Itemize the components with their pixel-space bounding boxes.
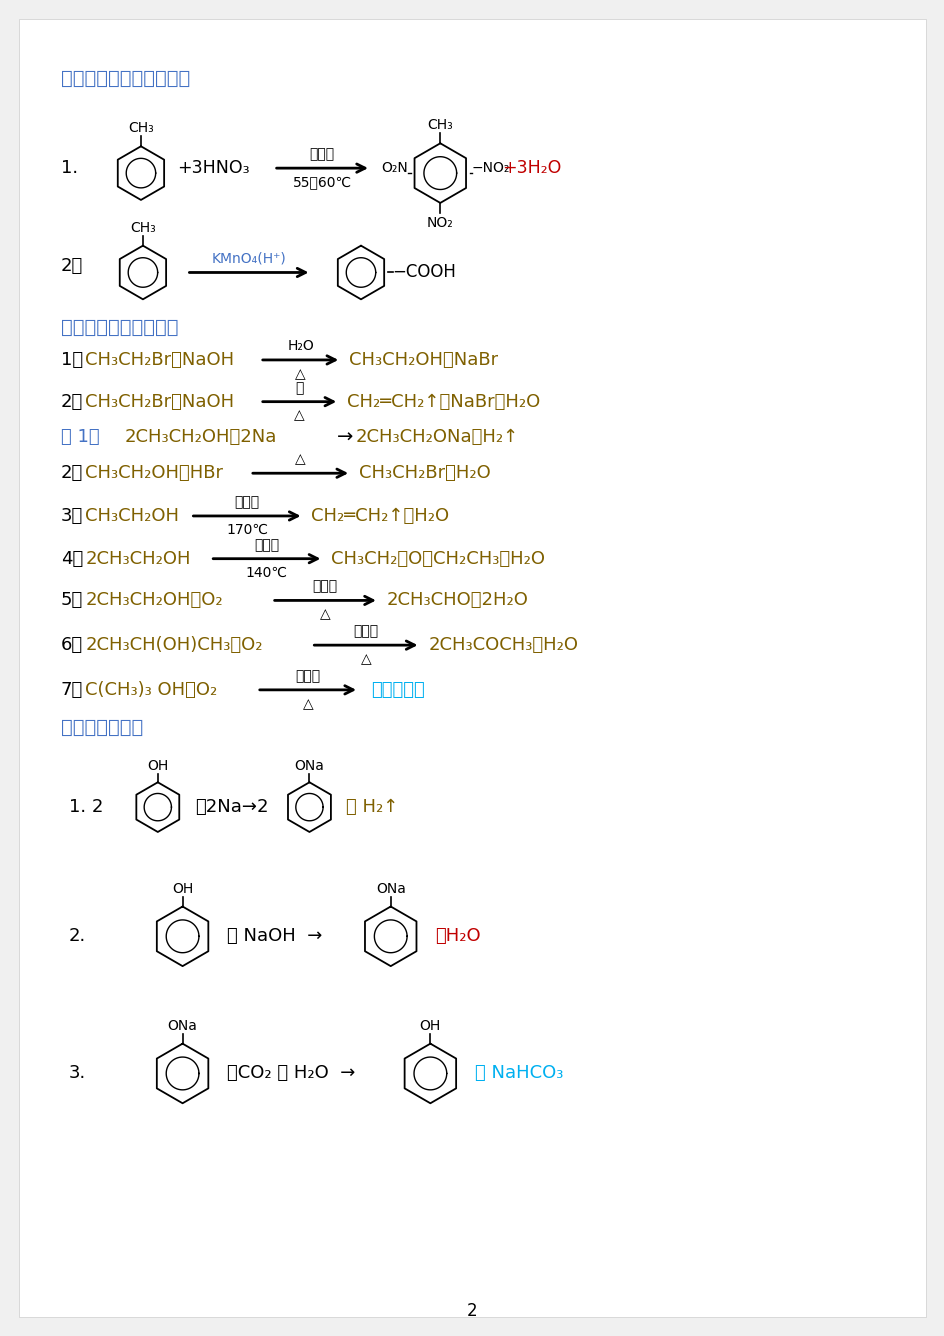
Text: 浓硫酸: 浓硫酸: [310, 147, 334, 162]
Text: 55～60℃: 55～60℃: [293, 175, 351, 190]
Text: CH₃: CH₃: [130, 220, 156, 235]
Text: ＋H₂O: ＋H₂O: [435, 927, 480, 946]
Text: 2CH₃CH(OH)CH₃＋O₂: 2CH₃CH(OH)CH₃＋O₂: [85, 636, 262, 655]
Text: CH₃CH₂OH＋HBr: CH₃CH₂OH＋HBr: [85, 464, 223, 482]
Text: 很难被氧化: 很难被氧化: [370, 681, 424, 699]
Text: OH: OH: [147, 759, 168, 774]
Text: CH₃: CH₃: [427, 119, 453, 132]
Text: ONa: ONa: [376, 882, 405, 895]
Text: 1.: 1.: [60, 159, 77, 178]
Text: CH₃CH₂Br＋NaOH: CH₃CH₂Br＋NaOH: [85, 351, 234, 369]
Text: ＋ H₂↑: ＋ H₂↑: [346, 798, 398, 816]
Text: 卤代烃（溴乙烷为例）: 卤代烃（溴乙烷为例）: [60, 318, 178, 337]
Text: 2CH₃CH₂OH＋2Na: 2CH₃CH₂OH＋2Na: [125, 429, 278, 446]
Text: △: △: [361, 652, 371, 667]
Text: 苯的同系物（甲苯为例）: 苯的同系物（甲苯为例）: [60, 69, 190, 88]
Text: CH₃CH₂OH＋NaBr: CH₃CH₂OH＋NaBr: [348, 351, 497, 369]
Text: ＋CO₂ ＋ H₂O  →: ＋CO₂ ＋ H₂O →: [227, 1065, 355, 1082]
Text: O₂N: O₂N: [380, 162, 407, 175]
Text: 催化剂: 催化剂: [295, 669, 320, 683]
Text: 2.: 2.: [69, 927, 86, 946]
Text: CH₃CH₂OH: CH₃CH₂OH: [85, 506, 179, 525]
Text: 1．: 1．: [60, 351, 83, 369]
Text: 2: 2: [466, 1303, 477, 1320]
Text: 4．: 4．: [60, 549, 83, 568]
Text: ＋ NaHCO₃: ＋ NaHCO₃: [475, 1065, 563, 1082]
Text: CH₃: CH₃: [128, 122, 154, 135]
Text: △: △: [294, 409, 305, 422]
Text: 2CH₃CHO＋2H₂O: 2CH₃CHO＋2H₂O: [386, 592, 528, 609]
Text: 1. 2: 1. 2: [69, 798, 103, 816]
Text: 浓硫酸: 浓硫酸: [254, 537, 279, 552]
Text: 2．: 2．: [60, 393, 83, 410]
Text: 2CH₃COCH₃＋H₂O: 2CH₃COCH₃＋H₂O: [428, 636, 578, 655]
Text: 140℃: 140℃: [245, 565, 288, 580]
Text: OH: OH: [419, 1019, 441, 1033]
Text: 2CH₃CH₂OH＋O₂: 2CH₃CH₂OH＋O₂: [85, 592, 223, 609]
Text: 醇: 醇: [295, 381, 303, 394]
Text: KMnO₄(H⁺): KMnO₄(H⁺): [211, 251, 286, 266]
Text: →: →: [337, 428, 353, 448]
Text: +3H₂O: +3H₂O: [501, 159, 561, 178]
Text: +3HNO₃: +3HNO₃: [177, 159, 250, 178]
Text: △: △: [295, 367, 306, 381]
Text: 7．: 7．: [60, 681, 83, 699]
Text: 2．: 2．: [60, 464, 83, 482]
Text: NO₂: NO₂: [427, 216, 453, 230]
Text: CH₃CH₂－O－CH₂CH₃＋H₂O: CH₃CH₂－O－CH₂CH₃＋H₂O: [331, 549, 545, 568]
Text: △: △: [295, 453, 306, 466]
Text: CH₂═CH₂↑＋H₂O: CH₂═CH₂↑＋H₂O: [312, 506, 449, 525]
Text: ONa: ONa: [167, 1019, 197, 1033]
Text: 6．: 6．: [60, 636, 83, 655]
Text: ＋2Na→2: ＋2Na→2: [195, 798, 269, 816]
Text: ONa: ONa: [295, 759, 324, 774]
Text: 催化剂: 催化剂: [353, 624, 379, 639]
Text: △: △: [320, 608, 330, 621]
Text: CH₃CH₂Br＋NaOH: CH₃CH₂Br＋NaOH: [85, 393, 234, 410]
Text: 浓硫酸: 浓硫酸: [234, 496, 260, 509]
Text: 2CH₃CH₂ONa＋H₂↑: 2CH₃CH₂ONa＋H₂↑: [356, 429, 519, 446]
Text: OH: OH: [172, 882, 193, 895]
Text: 2CH₃CH₂OH: 2CH₃CH₂OH: [85, 549, 191, 568]
Text: 酚（苯酚为例）: 酚（苯酚为例）: [60, 719, 143, 737]
Text: C(CH₃)₃ OH＋O₂: C(CH₃)₃ OH＋O₂: [85, 681, 217, 699]
Text: 5．: 5．: [60, 592, 83, 609]
Text: 醇 1．: 醇 1．: [60, 429, 99, 446]
Text: CH₂═CH₂↑＋NaBr＋H₂O: CH₂═CH₂↑＋NaBr＋H₂O: [346, 393, 540, 410]
Text: −COOH: −COOH: [393, 263, 456, 282]
Text: 170℃: 170℃: [226, 522, 268, 537]
Text: −NO₂: −NO₂: [471, 162, 510, 175]
Text: ＋ NaOH  →: ＋ NaOH →: [227, 927, 322, 946]
Text: H₂O: H₂O: [287, 339, 313, 353]
Text: 2、: 2、: [60, 257, 83, 274]
Text: 3．: 3．: [60, 506, 83, 525]
Text: △: △: [302, 697, 313, 711]
Text: CH₃CH₂Br＋H₂O: CH₃CH₂Br＋H₂O: [359, 464, 490, 482]
FancyBboxPatch shape: [19, 19, 925, 1317]
Text: 催化剂: 催化剂: [312, 580, 338, 593]
Text: 3.: 3.: [69, 1065, 86, 1082]
